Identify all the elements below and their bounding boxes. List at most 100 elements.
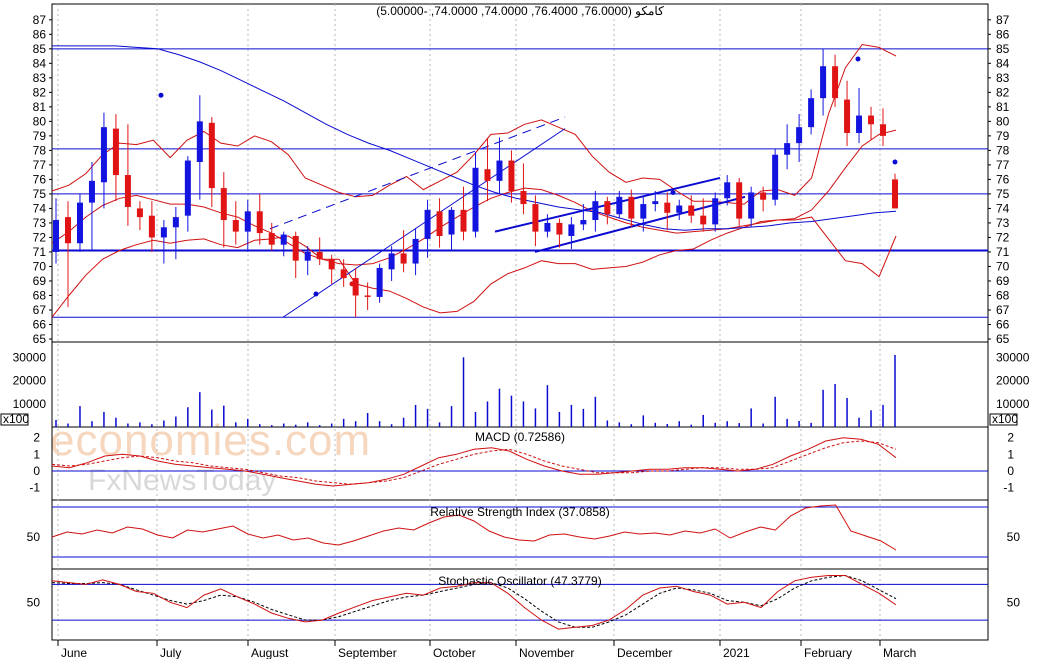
month-label: November <box>519 646 574 659</box>
chart-title: کامکو (76.0000, 76.4000, 74.0000, 74.000… <box>376 4 664 18</box>
candle-body <box>376 267 383 297</box>
candle-body <box>148 215 155 238</box>
candle-body <box>268 233 275 245</box>
candle-body <box>172 217 179 228</box>
signal-dot <box>855 56 861 62</box>
candle-body <box>808 98 815 128</box>
price-tick-left: 65 <box>33 332 47 346</box>
candle-body <box>64 217 71 244</box>
watermark-line2: FxNewsToday <box>88 464 276 497</box>
price-tick-right: 71 <box>996 245 1010 259</box>
price-tick-left: 73 <box>33 216 47 230</box>
candle-body <box>724 182 731 199</box>
candle-body <box>256 211 263 234</box>
candle-body <box>736 182 743 219</box>
price-tick-right: 87 <box>996 13 1010 27</box>
month-label: March <box>883 646 916 659</box>
candle-body <box>124 175 131 207</box>
candle-body <box>844 99 851 133</box>
candle-body <box>472 167 479 232</box>
candle-body <box>760 192 767 200</box>
watermark-line1: economies.com <box>50 416 371 465</box>
candle-body <box>508 160 515 192</box>
candle-body <box>856 115 863 133</box>
price-tick-right: 66 <box>996 317 1010 331</box>
month-label: August <box>251 646 289 659</box>
candle-body <box>712 198 719 225</box>
candle-body <box>796 127 803 144</box>
volume-tick-left: 30000 <box>13 350 47 364</box>
macd-title: MACD (0.72586) <box>475 430 565 444</box>
trendline-support <box>282 128 566 318</box>
price-tick-left: 74 <box>33 201 47 215</box>
candle-body <box>676 205 683 213</box>
price-tick-left: 85 <box>33 42 47 56</box>
macd-tick-left: 2 <box>33 431 40 445</box>
candle-body <box>832 66 839 99</box>
price-tick-right: 77 <box>996 158 1010 172</box>
price-tick-left: 87 <box>33 13 47 27</box>
price-tick-right: 83 <box>996 71 1010 85</box>
signal-dot <box>892 159 898 165</box>
month-label: July <box>160 646 181 659</box>
month-label: September <box>338 646 397 659</box>
volume-tick-right: 30000 <box>996 350 1030 364</box>
candle-body <box>820 66 827 99</box>
trendline-dashed <box>269 116 566 230</box>
price-tick-left: 66 <box>33 317 47 331</box>
volume-unit-left: x100 <box>3 412 29 426</box>
candle-body <box>580 220 587 225</box>
price-tick-left: 70 <box>33 259 47 273</box>
price-tick-left: 80 <box>33 114 47 128</box>
candle-body <box>640 204 647 219</box>
candle-body <box>100 127 107 183</box>
rsi-tick-left: 50 <box>27 530 41 544</box>
macd-signal-line <box>51 440 897 485</box>
candle-body <box>340 269 347 279</box>
price-tick-left: 67 <box>33 303 47 317</box>
price-tick-right: 79 <box>996 129 1010 143</box>
stochastic-tick-left: 50 <box>27 595 41 609</box>
price-tick-right: 65 <box>996 332 1010 346</box>
candle-body <box>652 201 659 205</box>
price-tick-right: 75 <box>996 187 1010 201</box>
price-tick-right: 67 <box>996 303 1010 317</box>
macd-tick-left: -1 <box>29 481 40 495</box>
macd-tick-right: 2 <box>1007 431 1014 445</box>
candle-body <box>53 220 59 252</box>
candle-body <box>772 154 779 200</box>
candle-body <box>460 209 467 232</box>
candle-body <box>688 205 695 216</box>
channel-lower-line <box>534 195 746 253</box>
candle-body <box>400 253 407 264</box>
price-tick-left: 84 <box>33 56 47 70</box>
candle-body <box>196 121 203 162</box>
candle-body <box>544 222 551 232</box>
candle-body <box>76 202 83 244</box>
candle-body <box>184 160 191 216</box>
candle-body <box>388 253 395 270</box>
price-tick-left: 81 <box>33 100 47 114</box>
month-label: February <box>804 646 852 659</box>
volume-unit-box-left <box>0 413 29 426</box>
price-tick-left: 76 <box>33 172 47 186</box>
price-tick-right: 72 <box>996 230 1010 244</box>
candle-body <box>748 192 755 219</box>
price-tick-right: 86 <box>996 27 1010 41</box>
price-tick-right: 78 <box>996 143 1010 157</box>
macd-line <box>51 437 897 487</box>
candle-body <box>484 169 491 181</box>
signal-dot <box>313 291 319 297</box>
candle-body <box>304 251 311 261</box>
stochastic-title: Stochastic Oscillator (47.3779) <box>438 574 601 588</box>
bollinger-upper-band <box>51 43 897 205</box>
candle-body <box>88 180 95 203</box>
price-tick-left: 68 <box>33 288 47 302</box>
candle-body <box>292 235 299 261</box>
candle-body <box>112 128 119 176</box>
candle-body <box>556 222 563 235</box>
price-tick-right: 76 <box>996 172 1010 186</box>
volume-unit-box-right <box>989 413 1018 426</box>
price-tick-right: 73 <box>996 216 1010 230</box>
price-tick-right: 74 <box>996 201 1010 215</box>
